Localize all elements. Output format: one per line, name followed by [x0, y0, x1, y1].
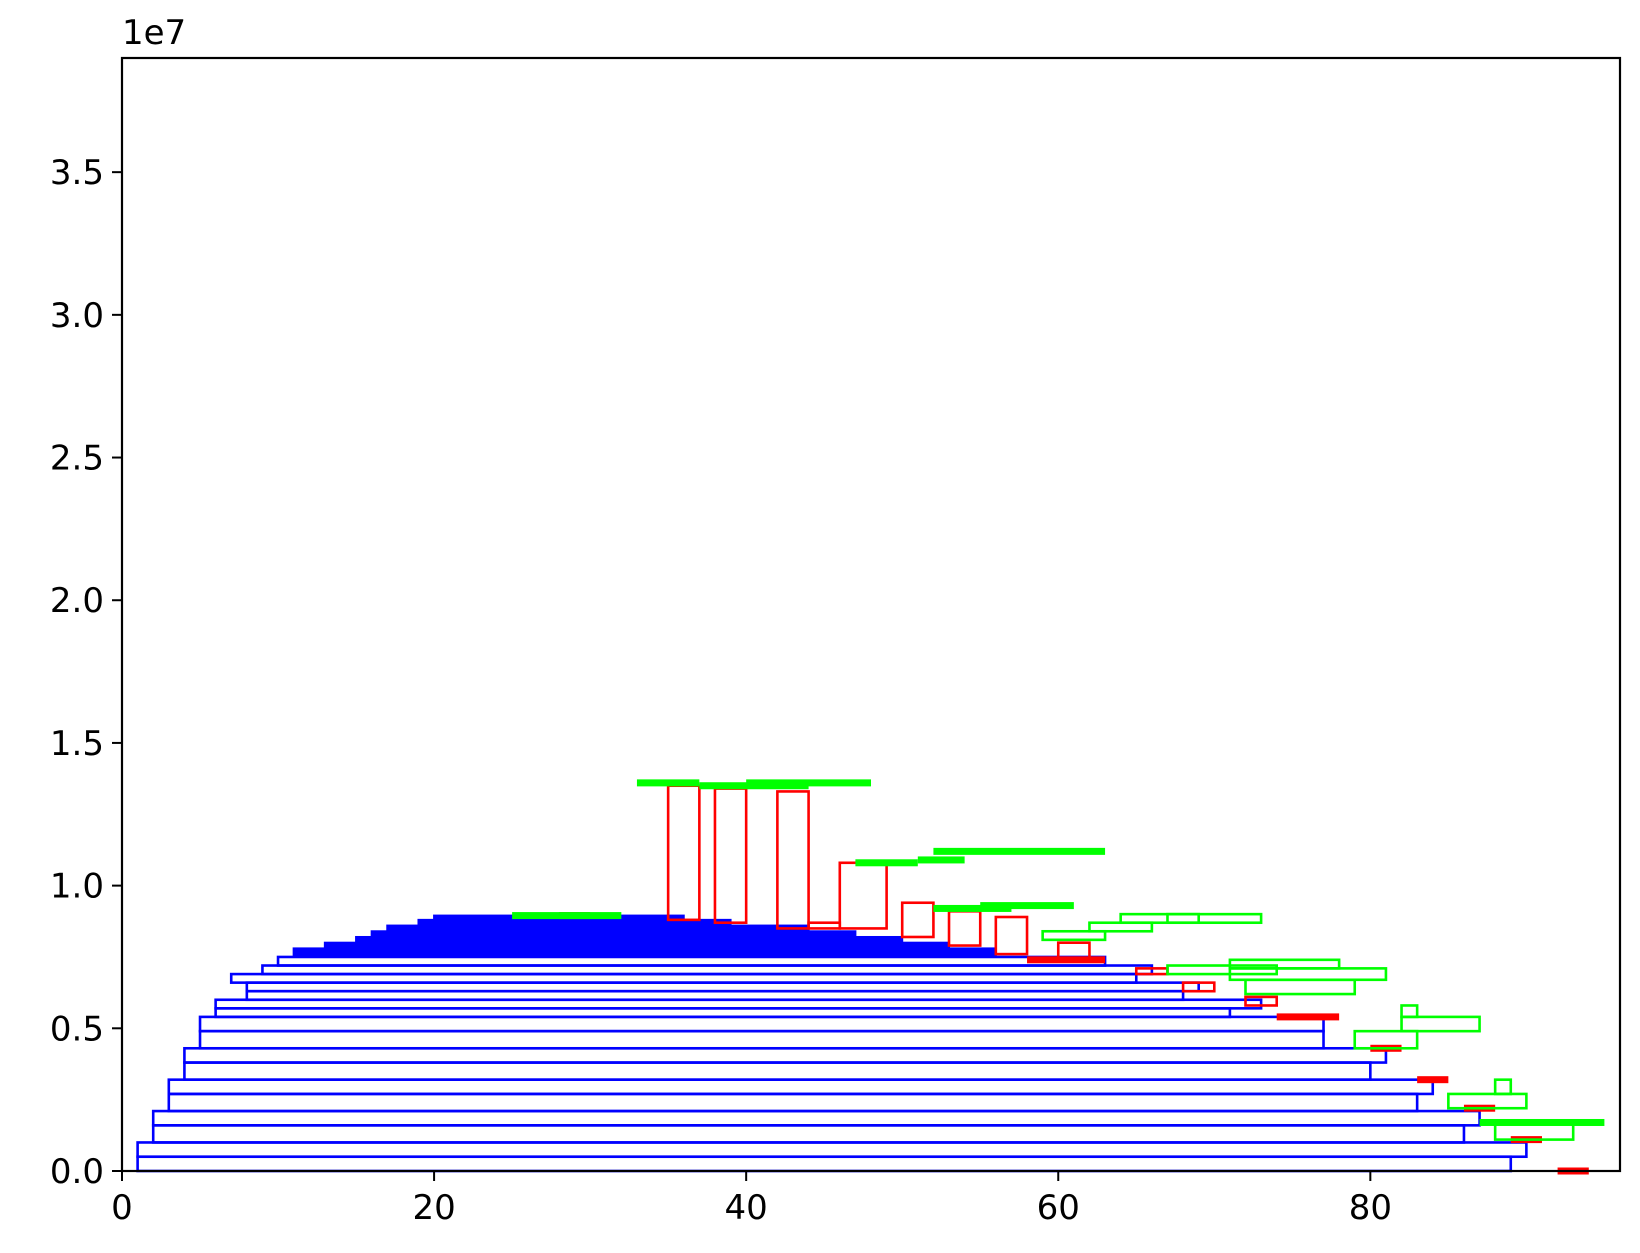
data-layer [136, 779, 1605, 1175]
green-box [1166, 912, 1263, 925]
y-tick-label: 3.0 [50, 296, 104, 336]
green-box [1041, 929, 1107, 942]
x-tick-label: 20 [412, 1188, 455, 1228]
plot-area-background [122, 58, 1620, 1171]
green-box [1493, 1078, 1513, 1096]
red-segment [1276, 1013, 1340, 1021]
green-segment [636, 779, 700, 787]
green-box [1166, 964, 1279, 976]
green-box [1353, 1029, 1419, 1050]
green-segment [980, 902, 1074, 910]
red-segment [1417, 1076, 1449, 1084]
green-segment [1479, 1118, 1605, 1126]
x-tick-label: 40 [725, 1188, 768, 1228]
green-segment [746, 779, 871, 787]
red-box [776, 790, 810, 930]
green-box [1447, 1092, 1528, 1110]
plot-area-frame [120, 56, 1622, 1173]
red-box [1244, 995, 1279, 1007]
ticks-layer: 0 20 40 60 80 0.0 0.5 1.0 1.5 2.0 2.5 3.0 3.5 [50, 153, 1392, 1228]
green-segment [855, 859, 918, 867]
green-segment [512, 912, 622, 920]
y-tick-label: 2.5 [50, 439, 104, 479]
y-axis-offset-label: 1e7 [122, 13, 186, 53]
green-box [1119, 912, 1200, 925]
y-tick-label: 1.0 [50, 867, 104, 907]
green-segment [933, 847, 1106, 855]
green-box [1400, 1004, 1419, 1019]
red-box [900, 901, 935, 939]
red-box [994, 915, 1029, 956]
green-segment [917, 856, 965, 864]
x-tick-label: 0 [111, 1188, 133, 1228]
y-tick-label: 1.5 [50, 724, 104, 764]
green-box [1400, 1015, 1481, 1033]
green-box [1244, 978, 1357, 996]
red-box [1181, 981, 1216, 993]
y-tick-label: 3.5 [50, 153, 104, 193]
x-tick-label: 60 [1037, 1188, 1080, 1228]
red-segment [1027, 956, 1106, 964]
x-tick-label: 80 [1349, 1188, 1392, 1228]
green-segment [933, 904, 1012, 912]
y-tick-label: 2.0 [50, 581, 104, 621]
y-tick-label: 0.0 [50, 1152, 104, 1192]
y-tick-label: 0.5 [50, 1009, 104, 1049]
